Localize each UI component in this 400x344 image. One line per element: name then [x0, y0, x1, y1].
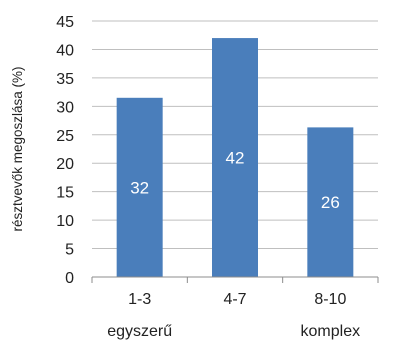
bar-4-7	[212, 38, 258, 277]
x-axis-labels: 1-3 egyszerű 4-7 8-10 komplex	[107, 291, 360, 340]
x-sublabel-egyszerű: egyszerű	[107, 323, 172, 340]
y-tick-label-45: 45	[56, 14, 74, 31]
y-tick-label-40: 40	[56, 42, 74, 59]
bars	[116, 38, 354, 277]
data-labels: 32 42 26	[130, 149, 340, 213]
y-tick-label-10: 10	[56, 213, 74, 230]
bar-1-3	[116, 97, 163, 277]
y-tick-label-0: 0	[65, 270, 74, 287]
y-tick-label-25: 25	[56, 128, 74, 145]
data-label-1-3: 32	[130, 178, 149, 197]
y-axis-ticks: 0 5 10 15 20 25 30 35 40 45	[56, 14, 74, 287]
y-tick-label-5: 5	[65, 242, 74, 259]
x-tick-label-8-10: 8-10	[314, 291, 346, 308]
y-tick-label-20: 20	[56, 156, 74, 173]
x-tick-label-1-3: 1-3	[128, 291, 151, 308]
data-label-8-10: 26	[321, 193, 340, 212]
x-tick-label-4-7: 4-7	[223, 291, 246, 308]
y-tick-label-35: 35	[56, 71, 74, 88]
y-tick-label-15: 15	[56, 185, 74, 202]
data-label-4-7: 42	[226, 149, 245, 168]
y-tick-label-30: 30	[56, 99, 74, 116]
y-axis-title: résztvevők megoszlása (%)	[10, 66, 25, 231]
bar-8-10	[307, 127, 354, 277]
x-sublabel-komplex: komplex	[301, 323, 361, 340]
x-axis	[91, 276, 379, 283]
